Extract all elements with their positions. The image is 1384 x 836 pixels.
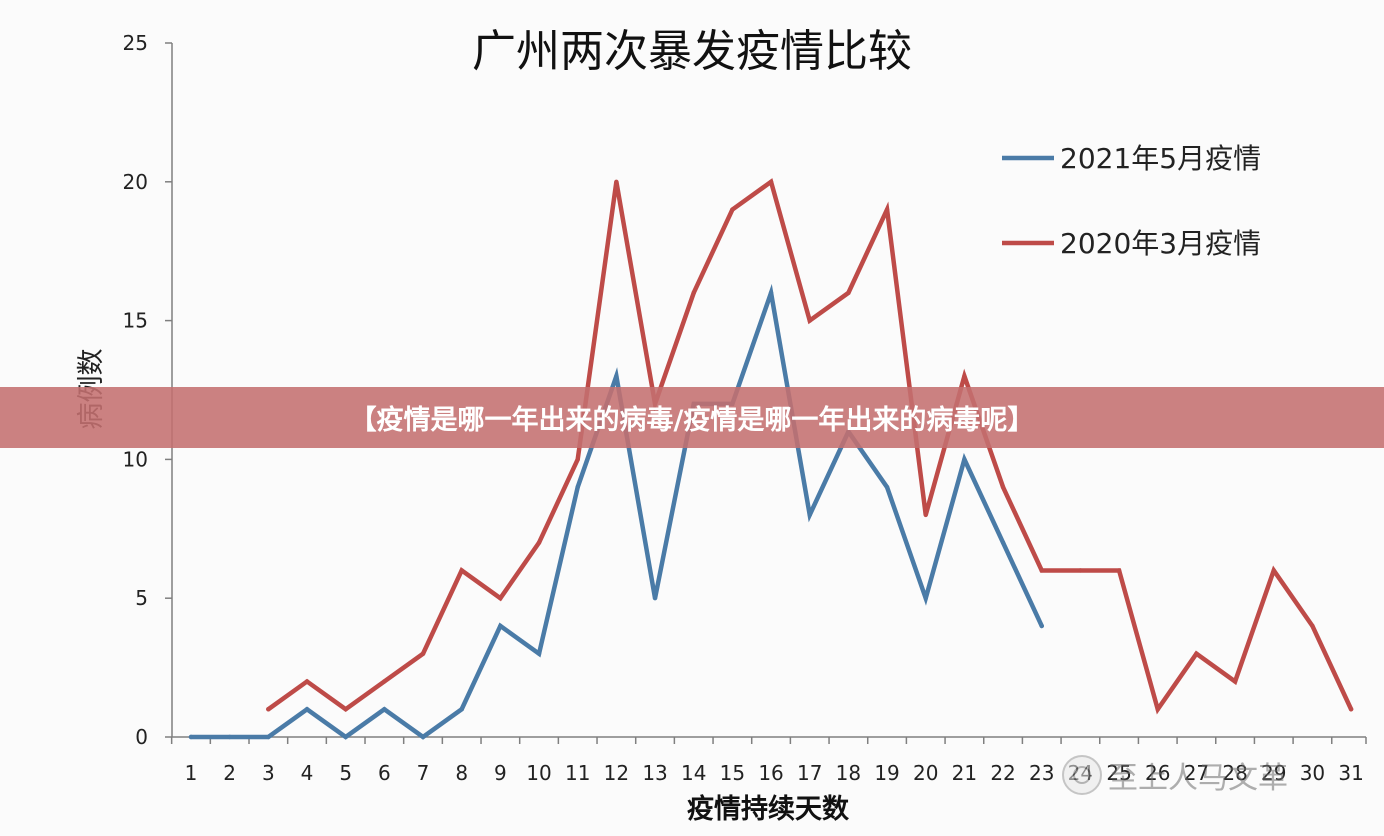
legend-label-2020: 2020年3月疫情 bbox=[1060, 227, 1261, 260]
data-point-2021 bbox=[807, 512, 812, 518]
x-tick-label: 16 bbox=[758, 761, 783, 785]
data-point-2021 bbox=[614, 373, 619, 379]
y-tick-label: 20 bbox=[123, 170, 148, 194]
data-point-2020 bbox=[343, 707, 348, 712]
data-point-2020 bbox=[1078, 568, 1083, 573]
overlay-banner: 【疫情是哪一年出来的病毒/疫情是哪一年出来的病毒呢】 bbox=[0, 387, 1384, 448]
data-point-2021 bbox=[459, 707, 464, 712]
data-point-2020 bbox=[1116, 568, 1122, 573]
data-point-2020 bbox=[1348, 707, 1354, 712]
x-tick-label: 19 bbox=[874, 761, 899, 785]
data-point-2020 bbox=[768, 179, 774, 184]
y-tick-label: 10 bbox=[123, 447, 148, 471]
x-tick-label: 30 bbox=[1300, 761, 1325, 785]
data-point-2021 bbox=[1000, 540, 1006, 545]
data-point-2021 bbox=[768, 290, 774, 296]
data-point-2020 bbox=[846, 290, 851, 296]
data-point-2020 bbox=[962, 373, 967, 379]
x-tick-label: 22 bbox=[990, 761, 1015, 785]
data-point-2021 bbox=[227, 734, 232, 740]
data-point-2020 bbox=[1271, 568, 1276, 573]
data-point-2020 bbox=[1000, 484, 1006, 490]
data-point-2020 bbox=[498, 596, 503, 601]
data-point-2020 bbox=[1232, 679, 1238, 684]
y-tick-label: 15 bbox=[123, 309, 148, 333]
x-tick-label: 25 bbox=[1106, 761, 1131, 785]
data-point-2020 bbox=[459, 568, 464, 573]
y-tick-label: 25 bbox=[123, 31, 148, 55]
x-tick-label: 7 bbox=[417, 761, 430, 785]
watermark: 至上人马文革 bbox=[1062, 752, 1288, 798]
x-tick-label: 31 bbox=[1338, 761, 1363, 785]
data-point-2020 bbox=[382, 679, 387, 684]
x-tick-label: 2 bbox=[223, 761, 236, 785]
x-tick-label: 13 bbox=[642, 761, 667, 785]
banner-text: 【疫情是哪一年出来的病毒/疫情是哪一年出来的病毒呢】 bbox=[349, 405, 1035, 436]
data-point-2020 bbox=[807, 318, 812, 323]
x-tick-label: 4 bbox=[301, 761, 314, 785]
data-point-2021 bbox=[536, 651, 542, 656]
data-point-2021 bbox=[498, 623, 503, 629]
x-tick-label: 27 bbox=[1184, 761, 1209, 785]
data-point-2021 bbox=[382, 707, 387, 712]
data-point-2020 bbox=[884, 207, 890, 212]
data-point-2021 bbox=[652, 596, 658, 601]
x-tick-label: 1 bbox=[185, 761, 198, 785]
data-point-2021 bbox=[1039, 623, 1044, 629]
series-line-2021 bbox=[188, 283, 1044, 740]
x-tick-label: 21 bbox=[952, 761, 977, 785]
y-tick-label: 0 bbox=[135, 725, 148, 749]
data-point-2021 bbox=[304, 707, 310, 712]
x-tick-label: 17 bbox=[797, 761, 822, 785]
x-tick-label: 10 bbox=[526, 761, 551, 785]
x-tick-label: 26 bbox=[1145, 761, 1170, 785]
x-tick-label: 9 bbox=[494, 761, 507, 785]
x-tick-label: 15 bbox=[720, 761, 745, 785]
data-point-2020 bbox=[575, 457, 580, 462]
data-point-2020 bbox=[420, 651, 426, 656]
data-point-2020 bbox=[730, 207, 735, 212]
data-point-2021 bbox=[575, 484, 580, 490]
watermark-text: 至上人马文革 bbox=[1108, 761, 1288, 796]
data-point-2020 bbox=[614, 179, 619, 184]
x-tick-label: 20 bbox=[913, 761, 938, 785]
data-point-2021 bbox=[343, 734, 348, 740]
chart-title: 广州两次暴发疫情比较 bbox=[472, 26, 912, 77]
data-point-2021 bbox=[420, 734, 426, 740]
data-point-2020 bbox=[691, 290, 696, 296]
data-point-2020 bbox=[1039, 568, 1044, 573]
x-tick-label: 3 bbox=[262, 761, 275, 785]
legend: 2021年5月疫情 2020年3月疫情 bbox=[1002, 142, 1261, 260]
x-tick-label: 29 bbox=[1261, 761, 1286, 785]
x-tick-label: 12 bbox=[604, 761, 629, 785]
x-tick-label: 18 bbox=[836, 761, 861, 785]
data-point-2021 bbox=[923, 596, 928, 601]
data-point-2020 bbox=[1194, 651, 1199, 656]
data-point-2021 bbox=[188, 734, 194, 740]
x-tick-label: 28 bbox=[1222, 761, 1247, 785]
x-tick-label: 11 bbox=[565, 761, 590, 785]
data-point-2021 bbox=[962, 457, 967, 462]
data-point-2020 bbox=[923, 512, 928, 518]
data-point-2020 bbox=[1155, 707, 1160, 712]
x-axis-label: 疫情持续天数 bbox=[687, 793, 850, 825]
wechat-watermark-icon bbox=[1062, 755, 1102, 795]
x-tick-label: 14 bbox=[681, 761, 706, 785]
legend-label-2021: 2021年5月疫情 bbox=[1060, 142, 1261, 175]
x-tick-label: 5 bbox=[339, 761, 352, 785]
data-point-2020 bbox=[304, 679, 310, 684]
x-tick-label: 23 bbox=[1029, 761, 1054, 785]
x-tick-label: 6 bbox=[378, 761, 391, 785]
data-point-2021 bbox=[884, 484, 890, 490]
data-point-2020 bbox=[1310, 623, 1315, 629]
y-tick-label: 5 bbox=[135, 586, 148, 610]
data-point-2021 bbox=[266, 734, 271, 740]
x-tick-label: 8 bbox=[455, 761, 468, 785]
series-layer bbox=[188, 178, 1354, 740]
data-point-2020 bbox=[266, 707, 271, 712]
data-point-2020 bbox=[536, 540, 542, 545]
